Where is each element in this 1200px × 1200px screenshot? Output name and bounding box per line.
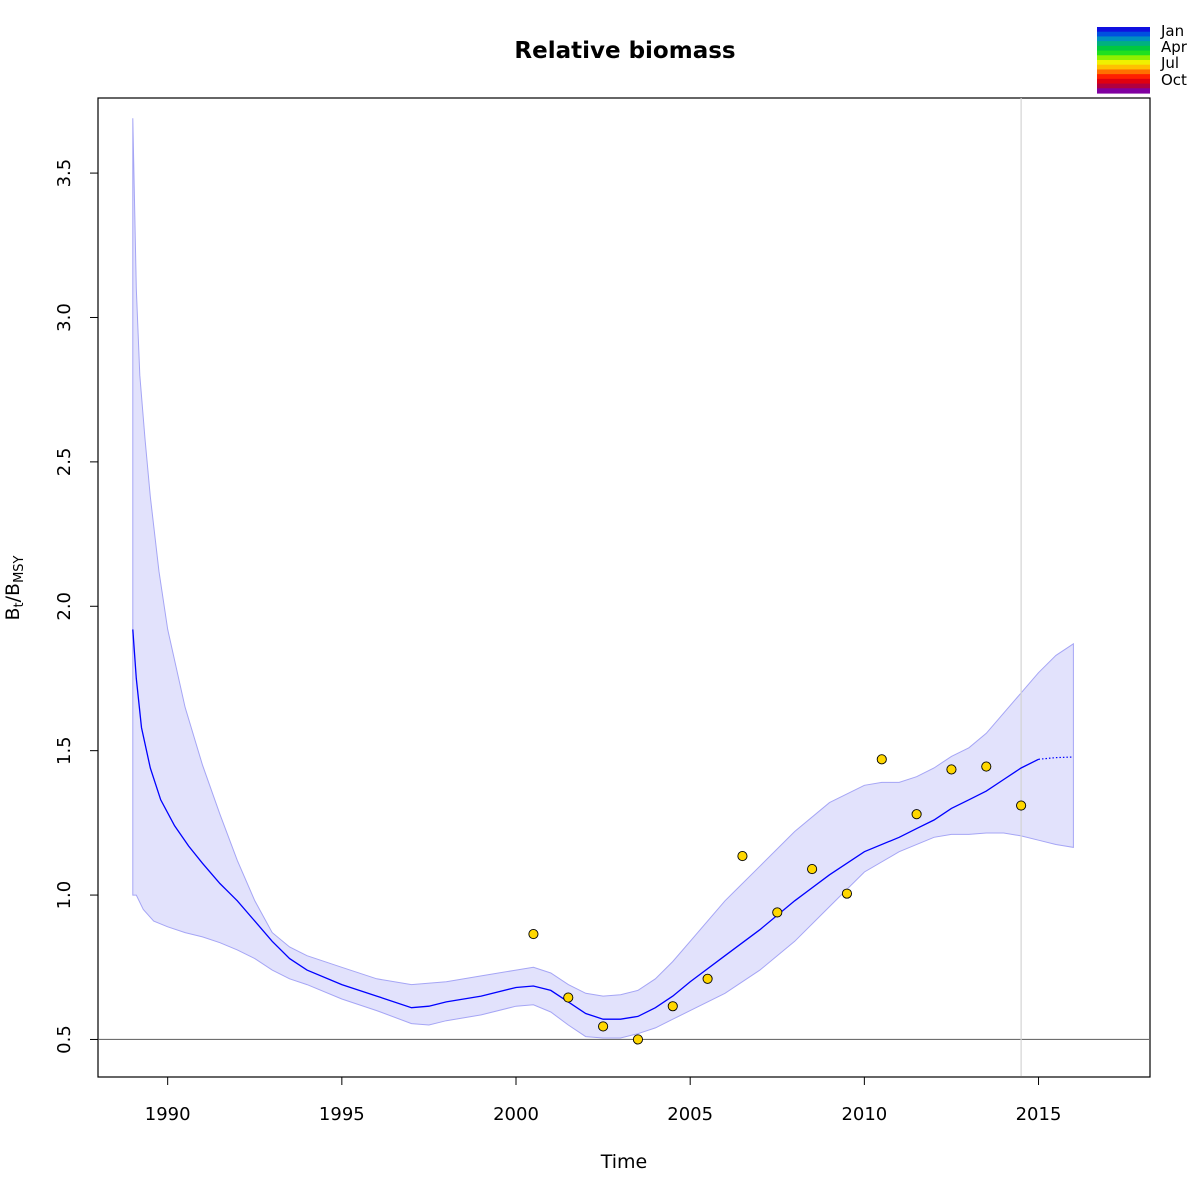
legend-label: Oct <box>1161 71 1187 89</box>
observation-point <box>563 992 574 1003</box>
y-tick-label: 0.5 <box>54 1025 75 1054</box>
x-tick-label: 2015 <box>1016 1104 1062 1125</box>
legend-swatch <box>1097 41 1150 47</box>
chart-title: Relative biomass <box>514 38 735 64</box>
y-tick-label: 1.0 <box>54 881 75 910</box>
legend-swatch <box>1097 36 1150 42</box>
legend-swatch <box>1097 60 1150 66</box>
estimate-line <box>132 629 1039 1020</box>
legend-label: Jan <box>1160 22 1184 40</box>
observation-point <box>667 1001 678 1012</box>
legend-swatch <box>1097 50 1150 56</box>
y-tick-label: 2.5 <box>54 448 75 477</box>
legend-swatch <box>1097 83 1150 89</box>
confidence-band <box>132 118 1074 1039</box>
observation-point <box>946 764 957 775</box>
x-tick-label: 2005 <box>667 1104 713 1125</box>
observation-point <box>632 1034 643 1045</box>
observation-point <box>737 851 748 862</box>
y-axis-title-sep: /B <box>2 583 24 602</box>
legend-label: Jul <box>1160 54 1179 72</box>
y-axis-title-sub1: t <box>12 602 27 607</box>
forecast-line <box>1038 756 1074 760</box>
x-tick-label: 1995 <box>319 1104 365 1125</box>
observation-point <box>1016 800 1027 811</box>
observation-point <box>772 907 783 918</box>
observation-point <box>702 973 713 984</box>
legend-swatch <box>1097 78 1150 85</box>
y-tick-label: 1.5 <box>54 736 75 765</box>
y-axis-title-sub2: MSY <box>12 555 27 582</box>
observation-point <box>598 1021 609 1032</box>
y-axis-title-main: B <box>2 607 24 620</box>
y-tick-label: 3.5 <box>54 159 75 188</box>
legend-swatch <box>1097 74 1150 80</box>
y-axis-title: Bt/BMSY <box>2 555 27 620</box>
legend-swatch <box>1097 88 1150 94</box>
legend-swatch <box>1097 45 1150 52</box>
observation-point <box>911 809 922 820</box>
observation-point <box>528 928 539 940</box>
legend-swatch <box>1097 55 1150 61</box>
observation-point <box>807 864 818 875</box>
observation-point <box>841 888 852 899</box>
y-tick-label: 2.0 <box>54 592 75 621</box>
x-tick-label: 2010 <box>841 1104 887 1125</box>
legend-swatch <box>1097 31 1150 38</box>
observation-point <box>876 754 887 765</box>
observation-point <box>981 761 992 772</box>
legend-swatch <box>1097 64 1150 71</box>
y-tick-label: 3.0 <box>54 303 75 332</box>
x-tick-label: 2000 <box>493 1104 539 1125</box>
x-tick-label: 1990 <box>145 1104 191 1125</box>
legend-swatch <box>1097 27 1150 33</box>
legend-swatch <box>1097 69 1150 75</box>
x-axis-title: Time <box>600 1151 648 1173</box>
legend-label: Apr <box>1161 38 1188 56</box>
